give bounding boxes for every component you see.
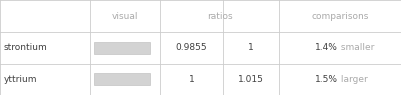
Text: 1: 1 bbox=[188, 75, 194, 84]
FancyBboxPatch shape bbox=[94, 73, 150, 85]
FancyBboxPatch shape bbox=[94, 42, 150, 54]
Text: comparisons: comparisons bbox=[311, 12, 369, 21]
Text: ratios: ratios bbox=[207, 12, 232, 21]
Text: smaller: smaller bbox=[338, 44, 374, 52]
Text: 0.9855: 0.9855 bbox=[176, 44, 207, 52]
Text: yttrium: yttrium bbox=[4, 75, 38, 84]
Text: visual: visual bbox=[112, 12, 139, 21]
Text: 1.4%: 1.4% bbox=[315, 44, 338, 52]
Text: 1.015: 1.015 bbox=[238, 75, 263, 84]
Text: larger: larger bbox=[338, 75, 368, 84]
Text: strontium: strontium bbox=[4, 44, 48, 52]
Text: 1.5%: 1.5% bbox=[315, 75, 338, 84]
Text: 1: 1 bbox=[248, 44, 253, 52]
